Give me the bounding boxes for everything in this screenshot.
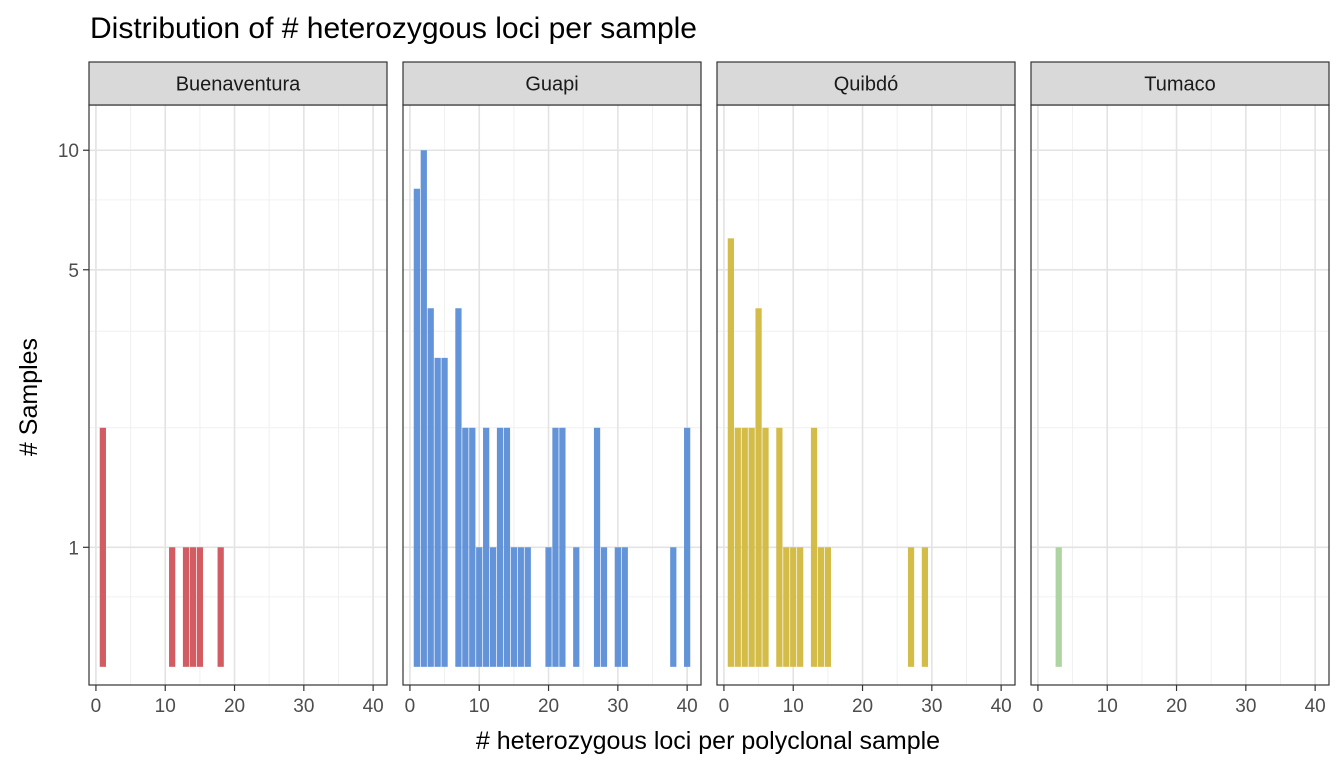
y-axis-title: # Samples <box>15 338 43 456</box>
x-tick-label: 0 <box>719 696 730 717</box>
bar <box>99 427 106 667</box>
y-tick-label: 5 <box>68 261 79 282</box>
x-tick-label: 0 <box>405 696 416 717</box>
bar <box>783 547 790 667</box>
bar <box>776 427 783 667</box>
x-tick-label: 10 <box>783 696 804 717</box>
bar <box>573 547 580 667</box>
panel-background <box>89 105 387 685</box>
bar <box>483 427 490 667</box>
chart-title: Distribution of # heterozygous loci per … <box>90 12 697 45</box>
strip-label: Tumaco <box>1144 74 1216 96</box>
panel-background <box>1031 105 1329 685</box>
strip-background <box>402 61 702 106</box>
bar <box>469 427 476 667</box>
bar <box>797 547 804 667</box>
bar <box>600 547 608 667</box>
bar <box>196 547 204 667</box>
bar <box>921 547 929 667</box>
bar <box>810 427 818 667</box>
x-tick-label: 20 <box>1166 696 1187 717</box>
bar <box>455 308 462 667</box>
bar <box>790 547 797 667</box>
x-axis-title: # heterozygous loci per polyclonal sampl… <box>476 727 940 755</box>
bar <box>182 547 190 667</box>
x-tick-label: 30 <box>293 696 314 717</box>
facet-panel: Buenaventura 0 10 20 30 40 <box>88 61 388 717</box>
bar <box>907 547 915 667</box>
y-tick-label: 10 <box>58 141 79 162</box>
x-tick-label: 30 <box>607 696 628 717</box>
x-tick-label: 20 <box>224 696 245 717</box>
x-tick-label: 30 <box>1235 696 1256 717</box>
bar <box>517 547 524 667</box>
bar <box>503 427 511 667</box>
bar <box>524 547 531 667</box>
bar <box>593 427 601 667</box>
x-tick-label: 30 <box>921 696 942 717</box>
bar <box>621 547 628 667</box>
x-tick-label: 0 <box>1033 696 1044 717</box>
x-tick-label: 0 <box>91 696 102 717</box>
bar <box>762 427 769 667</box>
y-tick-label: 1 <box>68 538 79 559</box>
strip-background <box>88 61 388 106</box>
bar <box>434 357 441 667</box>
strip-label: Guapi <box>525 74 578 96</box>
bar <box>748 427 755 667</box>
bar <box>614 547 621 667</box>
x-tick-label: 40 <box>363 696 384 717</box>
bar <box>189 547 197 667</box>
bar <box>427 308 434 667</box>
bar <box>476 547 483 667</box>
bar <box>727 238 734 667</box>
bar <box>489 547 497 667</box>
x-tick-label: 40 <box>991 696 1012 717</box>
bar <box>420 150 427 667</box>
bar <box>1055 547 1062 667</box>
bar <box>741 427 748 667</box>
facet-panel: Quibdó 0 10 20 30 40 <box>716 61 1016 717</box>
bar <box>545 547 552 667</box>
x-tick-label: 10 <box>1097 696 1118 717</box>
bar <box>462 427 469 667</box>
bar <box>217 547 224 667</box>
bar <box>552 427 559 667</box>
bar <box>169 547 176 667</box>
bar <box>817 547 825 667</box>
bar <box>559 427 566 667</box>
x-tick-label: 10 <box>155 696 176 717</box>
bar <box>824 547 832 667</box>
bar <box>734 427 741 667</box>
bar <box>496 427 504 667</box>
strip-background <box>716 61 1016 106</box>
bar <box>510 547 518 667</box>
panel-background <box>403 105 701 685</box>
facet-panel: Guapi 0 10 20 30 40 <box>402 61 702 717</box>
bar <box>670 547 677 667</box>
facet-panel: Tumaco 0 10 20 30 40 <box>1030 61 1330 717</box>
bar <box>441 357 448 667</box>
bar <box>413 188 420 667</box>
x-tick-label: 40 <box>1305 696 1326 717</box>
x-tick-label: 20 <box>538 696 559 717</box>
x-tick-label: 10 <box>469 696 490 717</box>
bar <box>684 427 691 667</box>
strip-background <box>1030 61 1330 106</box>
bar <box>755 308 762 667</box>
strip-label: Quibdó <box>834 74 899 96</box>
x-tick-label: 20 <box>852 696 873 717</box>
x-tick-label: 40 <box>677 696 698 717</box>
strip-label: Buenaventura <box>176 74 301 96</box>
